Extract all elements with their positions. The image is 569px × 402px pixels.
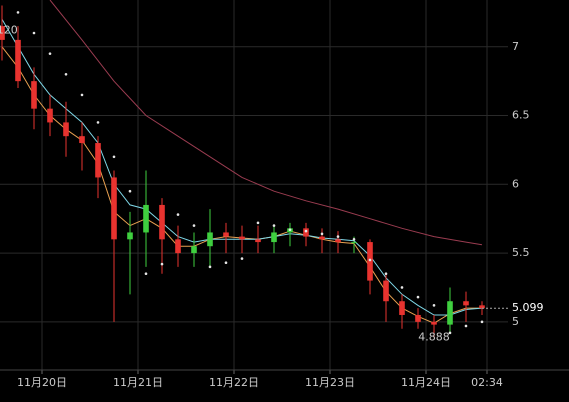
candle-body xyxy=(431,321,437,325)
x-tick-label: 11月21日 xyxy=(113,376,163,389)
candle-body xyxy=(223,232,229,237)
candle-body xyxy=(0,26,5,40)
sar-dot xyxy=(128,189,132,193)
candle-body xyxy=(383,280,389,302)
x-tick-label: 02:34 xyxy=(471,376,503,389)
sar-dot xyxy=(336,235,340,238)
candle-body xyxy=(79,136,85,144)
sar-dot xyxy=(272,224,276,227)
candle-body xyxy=(463,301,469,306)
x-tick-label: 11月20日 xyxy=(17,376,67,389)
candle-body xyxy=(63,122,69,137)
sar-dot xyxy=(464,324,468,328)
candle-body xyxy=(207,232,213,247)
annotation: 7.120 xyxy=(0,23,18,36)
candle-body xyxy=(127,232,133,240)
sar-dot xyxy=(400,286,404,289)
y-tick-label: 6 xyxy=(512,177,519,190)
sar-dot xyxy=(80,93,84,97)
x-tick-label: 11月23日 xyxy=(305,376,355,389)
sar-dot xyxy=(240,257,244,260)
candle-body xyxy=(271,232,277,243)
candle-body xyxy=(191,246,197,254)
candle-body xyxy=(447,301,453,325)
sar-dot xyxy=(320,232,324,236)
sar-dot xyxy=(48,52,52,55)
sar-dot xyxy=(192,224,196,227)
sar-dot xyxy=(160,262,164,266)
moving-average-line xyxy=(49,0,483,246)
annotation: 4.888 xyxy=(418,330,450,343)
candle-body xyxy=(335,239,341,243)
sar-dot xyxy=(176,213,180,216)
sar-dot xyxy=(288,228,292,232)
candle-body xyxy=(351,242,357,244)
y-tick-label: 7 xyxy=(512,40,519,53)
sar-dot xyxy=(256,221,260,225)
sar-dot xyxy=(384,272,388,276)
y-tick-label: 5.5 xyxy=(512,246,530,259)
sar-dot xyxy=(32,31,36,35)
y-tick-label: 6.5 xyxy=(512,109,530,122)
x-tick-label: 11月22日 xyxy=(209,376,259,389)
sar-dot xyxy=(432,304,436,307)
candle-body xyxy=(367,242,373,281)
candle-body xyxy=(111,177,117,240)
candle-body xyxy=(143,204,149,233)
sar-dot xyxy=(352,238,356,241)
sar-dot xyxy=(112,155,116,159)
sar-dot xyxy=(16,11,20,14)
sar-dot xyxy=(480,320,484,324)
candle-body xyxy=(31,81,37,109)
candle-body xyxy=(255,239,261,243)
candle-body xyxy=(303,228,309,237)
sar-dot xyxy=(96,121,100,124)
candle-body xyxy=(15,39,21,82)
candle-body xyxy=(479,305,485,309)
candle-body xyxy=(239,236,245,240)
sar-dot xyxy=(224,261,228,265)
candle-body xyxy=(47,108,53,123)
x-tick-label: 11月24日 xyxy=(401,376,451,389)
last-price-label: 5.099 xyxy=(512,301,544,314)
sar-dot xyxy=(144,272,148,276)
y-tick-label: 5 xyxy=(512,315,519,328)
candle-body xyxy=(399,301,405,315)
candle-body xyxy=(175,239,181,254)
candle-body xyxy=(319,236,325,240)
sar-dot xyxy=(448,331,452,335)
candle-body xyxy=(159,204,165,240)
sar-dot xyxy=(416,295,420,299)
sar-dot xyxy=(208,265,212,269)
sar-dot xyxy=(304,229,308,233)
sar-dot xyxy=(368,258,372,262)
candle-body xyxy=(95,143,101,178)
candle-body xyxy=(415,314,421,322)
sar-dot xyxy=(64,72,68,76)
